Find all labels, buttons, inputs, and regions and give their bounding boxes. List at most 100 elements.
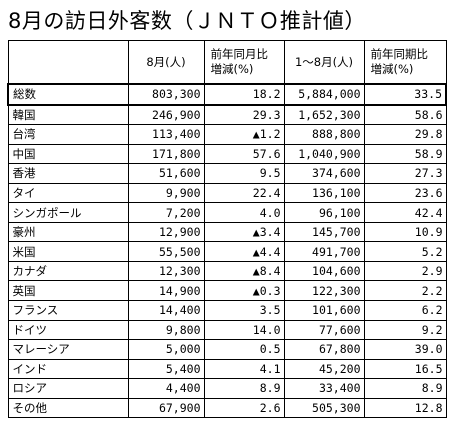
ytd-visitors-cell: 77,600 <box>283 319 365 341</box>
country-cell: 韓国 <box>7 104 129 126</box>
ytd-visitors-cell: 1,040,900 <box>283 143 365 165</box>
ytd-visitors-cell: 67,800 <box>283 339 365 360</box>
country-cell: カナダ <box>7 260 129 282</box>
header-ytd-change-line2: 増減(%) <box>370 62 414 76</box>
country-cell: 台湾 <box>7 124 129 145</box>
aug-visitors-cell: 67,900 <box>127 397 205 419</box>
country-cell: 豪州 <box>7 221 129 243</box>
ytd-visitors-cell: 45,200 <box>283 358 365 380</box>
aug-change-cell: 29.3 <box>203 104 285 126</box>
header-ytd-change: 前年同期比 増減(%) <box>363 40 447 85</box>
table-row: シンガポール 7,200 4.0 96,100 42.4 <box>7 202 447 223</box>
table-row: 韓国 246,900 29.3 1,652,300 58.6 <box>7 104 447 126</box>
aug-change-cell: 9.5 <box>203 163 285 184</box>
ytd-change-cell: 10.9 <box>363 221 447 243</box>
ytd-visitors-cell: 101,600 <box>283 300 365 321</box>
table-body: 総数 803,300 18.2 5,884,000 33.5 韓国 246,900 29.3 1… <box>7 83 447 419</box>
country-cell: 香港 <box>7 163 129 184</box>
ytd-change-cell: 8.9 <box>363 378 447 399</box>
table-row: 米国 55,500 ▲4.4 491,700 5.2 <box>7 241 447 262</box>
aug-visitors-cell: 12,300 <box>127 260 205 282</box>
ytd-change-cell: 2.9 <box>363 260 447 282</box>
aug-visitors-cell: 14,900 <box>127 280 205 302</box>
ytd-visitors-cell: 5,884,000 <box>283 83 365 106</box>
aug-change-cell: ▲0.3 <box>203 280 285 302</box>
ytd-change-cell: 9.2 <box>363 319 447 341</box>
aug-visitors-cell: 5,400 <box>127 358 205 380</box>
aug-visitors-cell: 12,900 <box>127 221 205 243</box>
ytd-change-cell: 58.6 <box>363 104 447 126</box>
aug-visitors-cell: 7,200 <box>127 202 205 223</box>
ytd-visitors-cell: 33,400 <box>283 378 365 399</box>
country-cell: その他 <box>7 397 129 419</box>
country-cell: ロシア <box>7 378 129 399</box>
aug-change-cell: ▲1.2 <box>203 124 285 145</box>
aug-visitors-cell: 171,800 <box>127 143 205 165</box>
header-aug-visitors: 8月(人) <box>127 40 205 85</box>
table-row: 英国 14,900 ▲0.3 122,300 2.2 <box>7 280 447 302</box>
table-row-total: 総数 803,300 18.2 5,884,000 33.5 <box>7 83 447 106</box>
aug-change-cell: ▲3.4 <box>203 221 285 243</box>
aug-visitors-cell: 803,300 <box>127 83 205 106</box>
ytd-change-cell: 2.2 <box>363 280 447 302</box>
ytd-change-cell: 29.8 <box>363 124 447 145</box>
table-row: マレーシア 5,000 0.5 67,800 39.0 <box>7 339 447 360</box>
country-cell: インド <box>7 358 129 380</box>
country-cell: 米国 <box>7 241 129 262</box>
ytd-visitors-cell: 96,100 <box>283 202 365 223</box>
aug-visitors-cell: 14,400 <box>127 300 205 321</box>
country-cell: ドイツ <box>7 319 129 341</box>
country-cell: 英国 <box>7 280 129 302</box>
ytd-change-cell: 58.9 <box>363 143 447 165</box>
ytd-change-cell: 33.5 <box>363 83 447 106</box>
ytd-change-cell: 12.8 <box>363 397 447 419</box>
aug-change-cell: 57.6 <box>203 143 285 165</box>
ytd-change-cell: 5.2 <box>363 241 447 262</box>
header-aug-change-line1: 前年同月比 <box>210 47 269 61</box>
country-cell: タイ <box>7 182 129 204</box>
aug-change-cell: 4.0 <box>203 202 285 223</box>
aug-visitors-cell: 9,900 <box>127 182 205 204</box>
table-row: 豪州 12,900 ▲3.4 145,700 10.9 <box>7 221 447 243</box>
ytd-visitors-cell: 104,600 <box>283 260 365 282</box>
header-country <box>7 40 129 85</box>
header-aug-change-line2: 増減(%) <box>210 62 254 76</box>
aug-change-cell: 22.4 <box>203 182 285 204</box>
aug-visitors-cell: 5,000 <box>127 339 205 360</box>
page-title: 8月の訪日外客数（ＪＮＴＯ推計値） <box>8 9 366 33</box>
aug-visitors-cell: 51,600 <box>127 163 205 184</box>
aug-change-cell: 0.5 <box>203 339 285 360</box>
country-cell: フランス <box>7 300 129 321</box>
aug-change-cell: 18.2 <box>203 83 285 106</box>
ytd-visitors-cell: 1,652,300 <box>283 104 365 126</box>
table-row: その他 67,900 2.6 505,300 12.8 <box>7 397 447 419</box>
ytd-visitors-cell: 145,700 <box>283 221 365 243</box>
table-header-row: 8月(人) 前年同月比 増減(%) 1～8月(人) 前年同期比 増減(%) <box>7 40 447 85</box>
aug-visitors-cell: 9,800 <box>127 319 205 341</box>
header-ytd-visitors: 1～8月(人) <box>283 40 365 85</box>
ytd-change-cell: 16.5 <box>363 358 447 380</box>
ytd-visitors-cell: 122,300 <box>283 280 365 302</box>
ytd-change-cell: 42.4 <box>363 202 447 223</box>
ytd-change-cell: 6.2 <box>363 300 447 321</box>
aug-change-cell: 8.9 <box>203 378 285 399</box>
aug-change-cell: 4.1 <box>203 358 285 380</box>
aug-change-cell: ▲4.4 <box>203 241 285 262</box>
table-row: フランス 14,400 3.5 101,600 6.2 <box>7 300 447 321</box>
aug-visitors-cell: 55,500 <box>127 241 205 262</box>
ytd-visitors-cell: 374,600 <box>283 163 365 184</box>
country-cell: 中国 <box>7 143 129 165</box>
aug-visitors-cell: 246,900 <box>127 104 205 126</box>
table-row: 台湾 113,400 ▲1.2 888,800 29.8 <box>7 124 447 145</box>
aug-change-cell: 14.0 <box>203 319 285 341</box>
table-row: タイ 9,900 22.4 136,100 23.6 <box>7 182 447 204</box>
header-ytd-change-line1: 前年同期比 <box>370 47 429 61</box>
aug-visitors-cell: 113,400 <box>127 124 205 145</box>
aug-change-cell: ▲8.4 <box>203 260 285 282</box>
ytd-visitors-cell: 491,700 <box>283 241 365 262</box>
visitor-stats-table: 8月(人) 前年同月比 増減(%) 1～8月(人) 前年同期比 増減(%) 総数… <box>7 40 447 419</box>
aug-change-cell: 2.6 <box>203 397 285 419</box>
ytd-change-cell: 27.3 <box>363 163 447 184</box>
table-row: インド 5,400 4.1 45,200 16.5 <box>7 358 447 380</box>
ytd-visitors-cell: 136,100 <box>283 182 365 204</box>
